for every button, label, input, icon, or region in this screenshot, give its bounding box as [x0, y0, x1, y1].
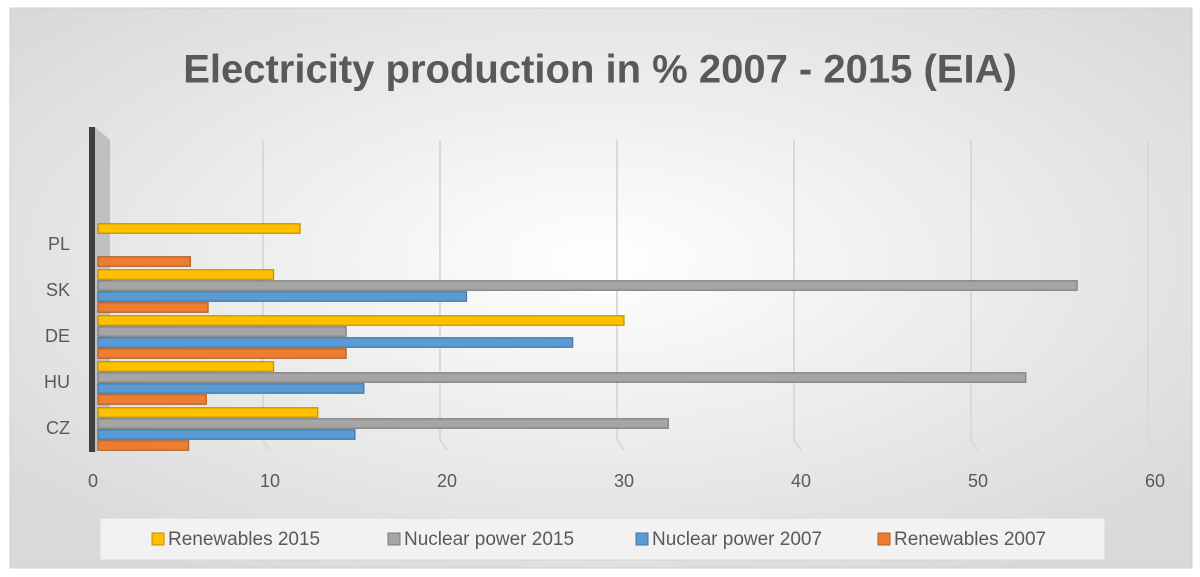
bar — [97, 326, 347, 337]
bar — [97, 291, 468, 302]
legend-swatch — [151, 532, 165, 546]
bar — [97, 394, 207, 405]
grid-line — [439, 140, 448, 451]
x-tick-label: 30 — [614, 471, 634, 491]
grid-line — [1147, 140, 1156, 451]
legend-swatch — [635, 532, 649, 546]
bar — [97, 383, 365, 394]
bar — [97, 440, 190, 451]
legend-label: Renewables 2007 — [894, 529, 1046, 550]
bar — [97, 269, 275, 280]
grid-line — [616, 140, 625, 451]
legend-label: Nuclear power 2007 — [652, 529, 822, 550]
legend-swatch — [877, 532, 891, 546]
bar — [97, 407, 319, 418]
x-tick-label: 50 — [968, 471, 988, 491]
bar — [97, 372, 1027, 383]
grid-line — [262, 140, 271, 451]
y-tick-label: HU — [44, 372, 70, 392]
bar — [97, 429, 356, 440]
grid-line — [970, 140, 979, 451]
x-tick-label: 40 — [791, 471, 811, 491]
axis-wall — [89, 127, 95, 452]
grid-line — [793, 140, 802, 451]
bar — [97, 348, 347, 359]
y-tick-label: CZ — [46, 418, 70, 438]
legend-box — [99, 517, 1106, 561]
bar — [97, 256, 191, 267]
x-tick-label: 10 — [260, 471, 280, 491]
y-tick-label: PL — [48, 234, 70, 254]
bar — [97, 223, 301, 234]
bar — [97, 361, 275, 372]
bar — [97, 280, 1078, 291]
bar — [97, 337, 574, 348]
x-tick-label: 20 — [437, 471, 457, 491]
y-tick-label: SK — [46, 280, 70, 300]
x-tick-label: 60 — [1145, 471, 1165, 491]
chart-title: Electricity production in % 2007 - 2015 … — [183, 48, 1017, 92]
y-tick-label: DE — [45, 326, 70, 346]
legend-label: Nuclear power 2015 — [404, 529, 574, 550]
bar — [97, 302, 209, 313]
x-tick-label: 0 — [88, 471, 98, 491]
bar — [97, 315, 625, 326]
bar — [97, 418, 669, 429]
legend-label: Renewables 2015 — [168, 529, 320, 550]
legend-swatch — [387, 532, 401, 546]
